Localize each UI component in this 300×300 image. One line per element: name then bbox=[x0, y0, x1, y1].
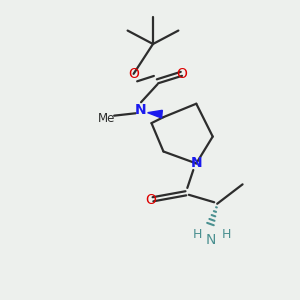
Text: O: O bbox=[128, 67, 139, 81]
Text: O: O bbox=[145, 194, 156, 208]
Text: Me: Me bbox=[98, 112, 116, 125]
Text: H: H bbox=[221, 228, 231, 241]
Text: N: N bbox=[135, 103, 147, 117]
Text: N: N bbox=[206, 232, 216, 247]
Text: H: H bbox=[193, 228, 202, 241]
Text: N: N bbox=[190, 156, 202, 170]
Polygon shape bbox=[148, 110, 162, 118]
Text: O: O bbox=[176, 67, 187, 81]
